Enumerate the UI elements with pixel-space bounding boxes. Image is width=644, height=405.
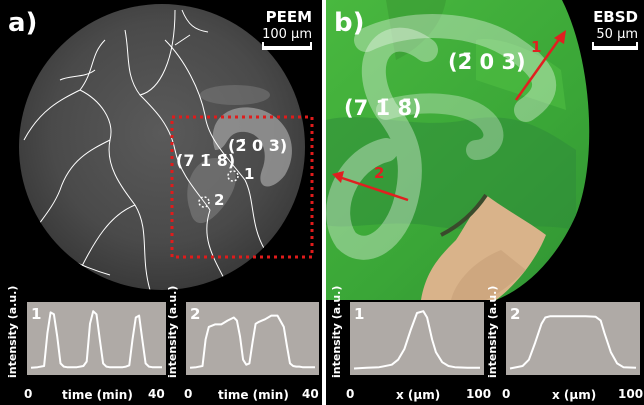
facet-718-label: (7 1̄ 8̄)	[344, 96, 422, 120]
facet-203-label: (2̄ 0 3)	[448, 50, 526, 74]
peem-scale-text: 100 µm	[262, 27, 312, 42]
plot-4-tag: 2	[510, 305, 521, 323]
ebsd-label: EBSD	[593, 8, 638, 26]
point-1-label: 1	[244, 165, 255, 183]
plot-1-xlabel: time (min)	[62, 388, 133, 402]
plot-1-tag: 1	[31, 305, 42, 323]
panel-a-letter: a)	[8, 8, 38, 38]
intensity-line-4	[509, 315, 637, 370]
peem-scale-bar	[262, 42, 312, 50]
line-profile-plot-2: 2	[506, 302, 640, 375]
peem-label: PEEM	[265, 8, 312, 26]
arrow-1-label: 1	[531, 38, 542, 56]
plot-1-xtick-min: 0	[24, 387, 33, 401]
plot-4-xlabel: x (µm)	[552, 388, 597, 402]
plot-3-ylabel: intensity (a.u.)	[330, 285, 343, 378]
time-trace-plot-2: 2	[186, 302, 319, 375]
plot-2-tag: 2	[190, 305, 201, 323]
plot-4-xtick-min: 0	[502, 387, 511, 401]
plot-3-tag: 1	[354, 305, 365, 323]
intensity-line-3	[353, 310, 480, 370]
ebsd-panel: b) EBSD 50 µm (2̄ 0 3) (7 1̄ 8̄) 1 2 1 i…	[326, 0, 644, 405]
facet-718-label: (7 1̄ 8̄)	[176, 151, 236, 170]
ebsd-scale-bar	[592, 42, 638, 50]
ebsd-map	[326, 0, 590, 300]
arrow-1	[514, 30, 566, 101]
plot-2-ylabel: intensity (a.u.)	[166, 285, 179, 378]
peem-image	[19, 4, 314, 290]
plot-1-ylabel: intensity (a.u.)	[6, 285, 19, 378]
point-1-marker	[227, 170, 239, 182]
point-2-label: 2	[214, 191, 225, 209]
facet-203-label: (2̄ 0 3)	[228, 136, 288, 155]
point-2-marker	[198, 196, 210, 208]
plot-2-xtick-max: 40	[302, 387, 319, 401]
plot-4-xtick-max: 100	[618, 387, 644, 401]
plot-2-xlabel: time (min)	[218, 388, 289, 402]
peem-panel: a) PEEM 100 µm (2̄ 0 3) (7 1̄ 8̄) 1 2 1 …	[0, 0, 322, 405]
line-profile-plot-1: 1	[350, 302, 484, 375]
panel-b-letter: b)	[334, 8, 365, 38]
plot-3-xtick-max: 100	[466, 387, 492, 401]
intensity-line-1	[30, 310, 162, 369]
arrow-2-label: 2	[374, 164, 385, 182]
intensity-line-2	[189, 314, 315, 369]
plot-4-ylabel: intensity (a.u.)	[486, 285, 499, 378]
plot-3-xtick-min: 0	[346, 387, 355, 401]
ebsd-scale-text: 50 µm	[596, 27, 638, 42]
plot-2-xtick-min: 0	[184, 387, 193, 401]
time-trace-plot-1: 1	[27, 302, 166, 375]
plot-3-xlabel: x (µm)	[396, 388, 441, 402]
plot-1-xtick-max: 40	[148, 387, 165, 401]
arrow-2	[332, 171, 409, 202]
